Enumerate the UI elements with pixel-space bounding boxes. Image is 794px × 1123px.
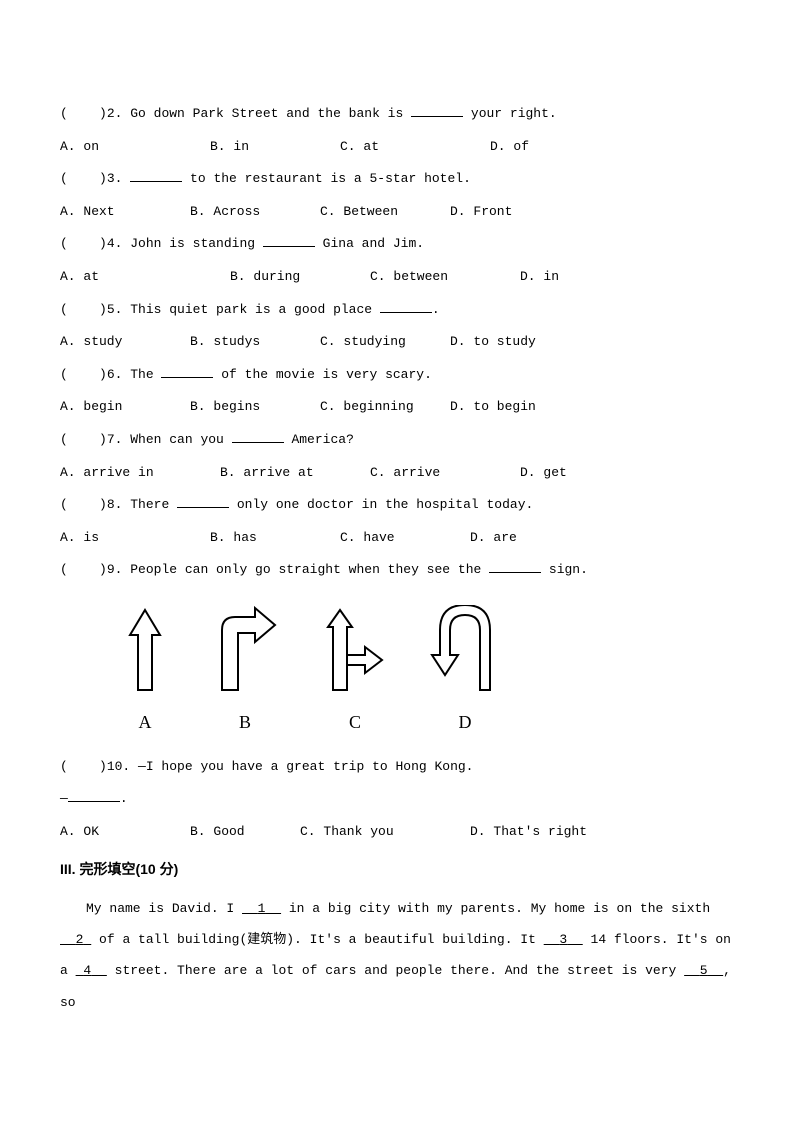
option-a[interactable]: A. is xyxy=(60,524,210,553)
cloze-passage: My name is David. I 1 in a big city with… xyxy=(60,893,734,1018)
option-b[interactable]: B. arrive at xyxy=(220,459,370,488)
question-options: A. on B. in C. at D. of xyxy=(60,133,734,162)
arrow-label: B xyxy=(239,703,251,743)
up-arrow-icon xyxy=(120,605,170,695)
question-3: ( )3. to the restaurant is a 5-star hote… xyxy=(60,165,734,226)
question-6: ( )6. The of the movie is very scary. A.… xyxy=(60,361,734,422)
question-options: A. at B. during C. between D. in xyxy=(60,263,734,292)
option-d-arrow[interactable]: D xyxy=(430,605,500,743)
option-d[interactable]: D. get xyxy=(520,459,567,488)
option-d[interactable]: D. in xyxy=(520,263,559,292)
question-stem: ( )9. People can only go straight when t… xyxy=(60,556,734,585)
question-stem: ( )2. Go down Park Street and the bank i… xyxy=(60,100,734,129)
option-a[interactable]: A. Next xyxy=(60,198,190,227)
question-2: ( )2. Go down Park Street and the bank i… xyxy=(60,100,734,161)
u-turn-arrow-icon xyxy=(430,605,500,695)
arrow-label: D xyxy=(459,703,472,743)
question-options: A. begin B. begins C. beginning D. to be… xyxy=(60,393,734,422)
option-c[interactable]: C. between xyxy=(370,263,520,292)
option-c[interactable]: C. studying xyxy=(320,328,450,357)
option-b[interactable]: B. begins xyxy=(190,393,320,422)
arrow-label: A xyxy=(139,703,152,743)
question-stem: ( )10. —I hope you have a great trip to … xyxy=(60,753,734,782)
option-a-arrow[interactable]: A xyxy=(120,605,170,743)
option-b[interactable]: B. Across xyxy=(190,198,320,227)
option-a[interactable]: A. arrive in xyxy=(60,459,220,488)
option-d[interactable]: D. to begin xyxy=(450,393,536,422)
question-8: ( )8. There only one doctor in the hospi… xyxy=(60,491,734,552)
question-options: A. is B. has C. have D. are xyxy=(60,524,734,553)
question-5: ( )5. This quiet park is a good place . … xyxy=(60,296,734,357)
question-stem: ( )8. There only one doctor in the hospi… xyxy=(60,491,734,520)
question-options: A. OK B. Good C. Thank you D. That's rig… xyxy=(60,818,734,847)
option-c[interactable]: C. have xyxy=(340,524,470,553)
option-c[interactable]: C. arrive xyxy=(370,459,520,488)
question-options: A. study B. studys C. studying D. to stu… xyxy=(60,328,734,357)
option-b[interactable]: B. studys xyxy=(190,328,320,357)
option-b[interactable]: B. has xyxy=(210,524,340,553)
option-d[interactable]: D. Front xyxy=(450,198,512,227)
question-stem-line2: —. xyxy=(60,785,734,814)
question-9: ( )9. People can only go straight when t… xyxy=(60,556,734,742)
option-a[interactable]: A. at xyxy=(60,263,230,292)
option-b[interactable]: B. during xyxy=(230,263,370,292)
question-7: ( )7. When can you America? A. arrive in… xyxy=(60,426,734,487)
question-stem: ( )5. This quiet park is a good place . xyxy=(60,296,734,325)
question-options: A. arrive in B. arrive at C. arrive D. g… xyxy=(60,459,734,488)
option-d[interactable]: D. to study xyxy=(450,328,536,357)
question-options: A. Next B. Across C. Between D. Front xyxy=(60,198,734,227)
question-4: ( )4. John is standing Gina and Jim. A. … xyxy=(60,230,734,291)
option-c-arrow[interactable]: C xyxy=(320,605,390,743)
option-b-arrow[interactable]: B xyxy=(210,605,280,743)
option-a[interactable]: A. study xyxy=(60,328,190,357)
option-c[interactable]: C. Between xyxy=(320,198,450,227)
question-stem: ( )4. John is standing Gina and Jim. xyxy=(60,230,734,259)
option-d[interactable]: D. are xyxy=(470,524,517,553)
arrow-label: C xyxy=(349,703,361,743)
option-a[interactable]: A. OK xyxy=(60,818,190,847)
option-a[interactable]: A. on xyxy=(60,133,210,162)
question-10: ( )10. —I hope you have a great trip to … xyxy=(60,753,734,847)
section-header: III. 完形填空(10 分) xyxy=(60,854,734,885)
question-stem: ( )6. The of the movie is very scary. xyxy=(60,361,734,390)
option-c[interactable]: C. at xyxy=(340,133,490,162)
straight-right-arrow-icon xyxy=(320,605,390,695)
right-turn-arrow-icon xyxy=(210,605,280,695)
option-c[interactable]: C. Thank you xyxy=(300,818,470,847)
option-c[interactable]: C. beginning xyxy=(320,393,450,422)
option-a[interactable]: A. begin xyxy=(60,393,190,422)
option-d[interactable]: D. That's right xyxy=(470,818,587,847)
question-stem: ( )3. to the restaurant is a 5-star hote… xyxy=(60,165,734,194)
option-d[interactable]: D. of xyxy=(490,133,529,162)
question-stem: ( )7. When can you America? xyxy=(60,426,734,455)
option-b[interactable]: B. in xyxy=(210,133,340,162)
option-b[interactable]: B. Good xyxy=(190,818,300,847)
arrow-options: A B C D xyxy=(60,605,734,743)
